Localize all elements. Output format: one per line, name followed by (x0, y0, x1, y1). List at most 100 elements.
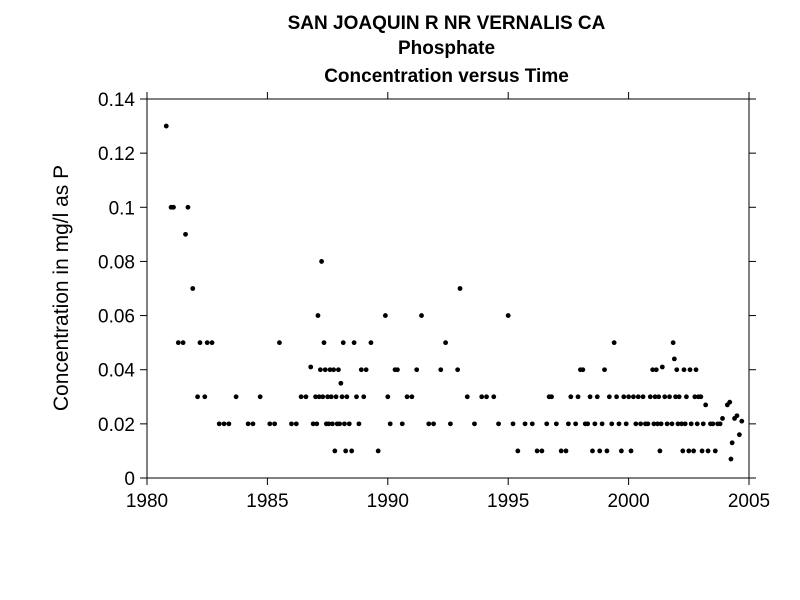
data-point (204, 340, 210, 346)
data-point (409, 394, 415, 400)
data-point (587, 394, 593, 400)
data-point (698, 394, 704, 400)
data-point (739, 418, 745, 424)
data-point (609, 421, 615, 427)
data-point (694, 421, 700, 427)
data-point (332, 448, 338, 454)
data-point (319, 259, 324, 264)
data-point (640, 394, 646, 400)
axes: 1980 1985 1990 1995 2000 2005 0 0.02 0.04 0.06 0.0… (98, 90, 770, 512)
data-point (277, 340, 282, 346)
data-point (616, 421, 622, 427)
data-point (431, 421, 436, 427)
data-point (691, 448, 697, 454)
data-point (479, 394, 485, 400)
data-point (363, 367, 369, 373)
data-point (358, 367, 364, 373)
data-point (351, 340, 357, 346)
data-point (544, 421, 550, 427)
data-point (195, 394, 200, 400)
y-tick-label: 0.12 (98, 144, 135, 165)
data-point (681, 367, 687, 373)
data-point (183, 231, 188, 237)
data-point (395, 367, 400, 373)
data-point (657, 448, 663, 454)
data-point (457, 286, 463, 291)
data-point (267, 421, 273, 427)
data-point (703, 402, 709, 408)
data-point (185, 204, 191, 210)
data-point (308, 364, 314, 370)
data-point (652, 394, 658, 400)
data-point (233, 394, 239, 400)
data-point (344, 394, 350, 400)
data-point (647, 394, 653, 400)
data-point (336, 367, 341, 373)
data-point (202, 394, 208, 400)
data-point (659, 364, 665, 370)
data-point (669, 421, 675, 427)
x-tick-label: 2005 (728, 491, 770, 512)
data-point (650, 367, 656, 373)
data-point (671, 356, 677, 362)
data-point (272, 421, 278, 427)
data-point (651, 421, 657, 427)
data-point (653, 367, 659, 373)
data-point (257, 394, 263, 400)
data-point (175, 340, 181, 346)
data-point (727, 399, 733, 405)
data-point (534, 448, 540, 454)
x-tick-label: 1995 (487, 491, 529, 512)
data-point (190, 286, 196, 291)
data-point (575, 394, 581, 400)
data-point (448, 421, 453, 427)
data-point (635, 394, 641, 400)
data-point (216, 421, 222, 427)
data-point (687, 367, 693, 373)
data-point (720, 416, 725, 421)
data-point (455, 367, 461, 373)
data-point (568, 394, 574, 400)
data-point (197, 340, 203, 346)
data-point (327, 367, 333, 373)
data-point (614, 394, 619, 400)
data-point (599, 421, 605, 427)
data-point (585, 421, 591, 427)
x-tick-label: 2000 (607, 491, 649, 512)
data-point (491, 394, 497, 400)
data-point (346, 421, 352, 427)
data-point (343, 448, 349, 454)
data-point (171, 204, 176, 210)
data-point (321, 340, 327, 346)
data-point (734, 413, 740, 419)
data-point (361, 394, 367, 400)
data-point (342, 421, 347, 427)
data-point (563, 448, 569, 454)
data-point (328, 394, 334, 400)
data-point (399, 421, 405, 427)
data-point (670, 340, 676, 346)
data-point (326, 421, 332, 427)
data-point (667, 394, 672, 400)
data-point (623, 421, 629, 427)
data-point (676, 394, 682, 400)
data-point (303, 394, 309, 400)
data-point (645, 421, 651, 427)
y-tick-label: 0.08 (98, 252, 135, 273)
data-point (385, 394, 391, 400)
data-point (618, 448, 624, 454)
data-point (337, 421, 343, 427)
data-point (331, 367, 337, 373)
data-point (712, 448, 718, 454)
data-point (522, 421, 528, 427)
data-point (638, 421, 644, 427)
data-point (298, 394, 304, 400)
data-point (340, 340, 346, 346)
data-point (573, 421, 579, 427)
data-point (700, 421, 706, 427)
data-point (675, 421, 681, 427)
data-point (356, 421, 362, 427)
y-tick-label: 0.04 (98, 361, 135, 382)
plot-frame (146, 98, 750, 479)
